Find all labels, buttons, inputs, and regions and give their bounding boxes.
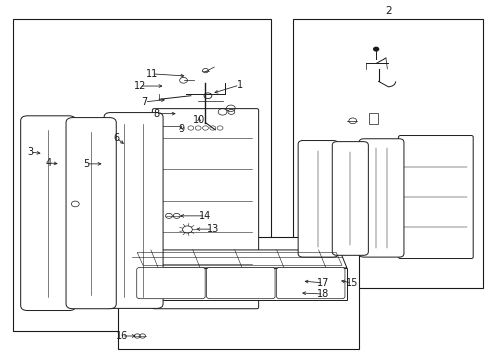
FancyBboxPatch shape [137, 267, 205, 299]
Text: 18: 18 [317, 289, 329, 299]
Text: 2: 2 [384, 6, 391, 17]
Text: 15: 15 [345, 278, 357, 288]
Text: 7: 7 [141, 97, 147, 107]
Text: 17: 17 [317, 278, 329, 288]
Circle shape [373, 47, 378, 51]
Polygon shape [130, 250, 346, 268]
Bar [13, 19, 271, 330]
Bar [368, 113, 377, 125]
Text: 12: 12 [133, 81, 145, 91]
FancyBboxPatch shape [20, 116, 76, 311]
FancyBboxPatch shape [206, 267, 274, 299]
Text: 9: 9 [178, 124, 184, 134]
FancyBboxPatch shape [358, 139, 403, 257]
Text: 16: 16 [115, 331, 127, 341]
Polygon shape [137, 268, 346, 300]
Text: 4: 4 [45, 158, 51, 168]
Text: 13: 13 [206, 224, 219, 234]
Text: 5: 5 [83, 159, 89, 169]
Bar [118, 237, 358, 348]
FancyBboxPatch shape [331, 141, 367, 255]
FancyBboxPatch shape [298, 140, 337, 257]
Bar [293, 19, 483, 288]
FancyBboxPatch shape [276, 267, 344, 299]
FancyBboxPatch shape [66, 118, 116, 309]
Text: 3: 3 [27, 147, 33, 157]
Text: 6: 6 [113, 133, 119, 143]
Text: 8: 8 [153, 109, 160, 119]
FancyBboxPatch shape [152, 109, 258, 309]
Text: 1: 1 [236, 80, 242, 90]
Text: 11: 11 [145, 69, 158, 79]
FancyBboxPatch shape [398, 135, 472, 258]
Text: 10: 10 [193, 116, 205, 126]
Text: 14: 14 [199, 211, 211, 221]
FancyBboxPatch shape [104, 113, 163, 309]
